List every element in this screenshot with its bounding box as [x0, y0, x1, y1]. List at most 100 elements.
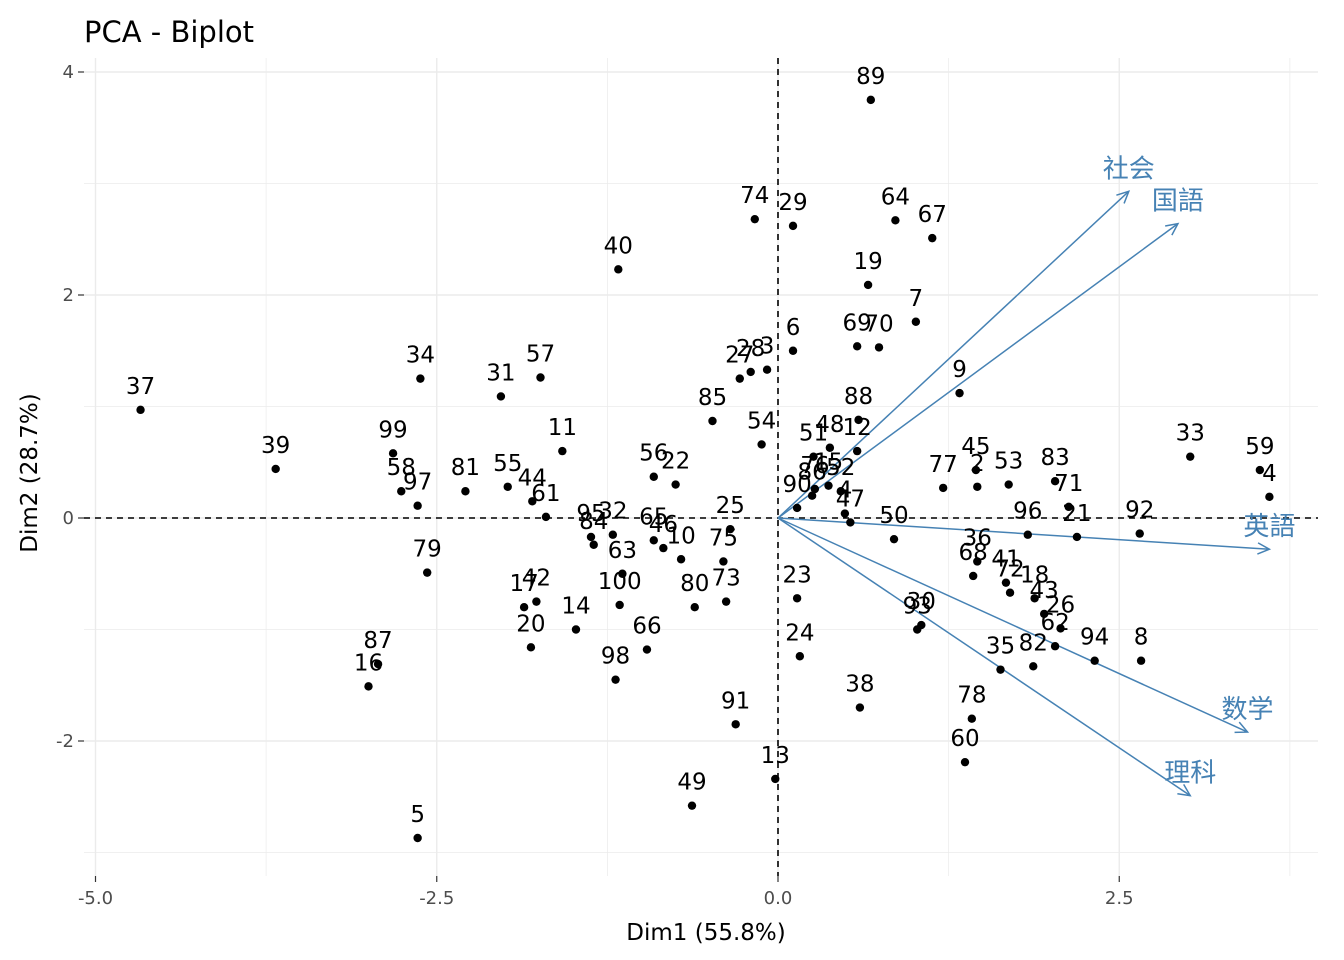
- point-label: 78: [957, 683, 986, 709]
- data-point: [708, 416, 717, 426]
- point-label: 12: [843, 415, 872, 441]
- data-point: [855, 703, 865, 712]
- point-label: 13: [761, 743, 790, 769]
- data-point: [397, 487, 406, 496]
- point-label: 74: [740, 183, 769, 209]
- variable-label: 社会: [1103, 154, 1155, 184]
- data-point: [503, 482, 512, 491]
- point-label: 5: [410, 802, 425, 828]
- point-label: 54: [747, 408, 776, 434]
- data-point: [671, 480, 680, 489]
- data-point: [973, 482, 982, 491]
- data-point: [854, 415, 863, 425]
- x-tick-label: 2.5: [1105, 888, 1134, 909]
- data-point: [676, 555, 686, 564]
- data-point: [1030, 594, 1039, 603]
- data-point: [1090, 656, 1099, 665]
- point-label: 9: [952, 357, 967, 383]
- point-label: 43: [1030, 578, 1059, 604]
- point-label: 53: [994, 449, 1023, 475]
- variable-label: 理科: [1164, 759, 1216, 789]
- point-label: 52: [826, 455, 855, 481]
- variable-arrowhead: [1177, 784, 1192, 797]
- point-label: 56: [639, 441, 668, 467]
- variable-label: 国語: [1152, 187, 1204, 217]
- data-point: [659, 543, 668, 553]
- point-label: 59: [1245, 434, 1274, 460]
- data-point: [996, 665, 1005, 674]
- data-point: [136, 405, 145, 415]
- data-point: [1050, 642, 1060, 651]
- point-label: 32: [598, 499, 627, 525]
- point-label: 58: [387, 455, 416, 481]
- point-label: 51: [799, 421, 828, 447]
- data-point: [824, 481, 833, 490]
- point-label: 81: [451, 455, 480, 481]
- point-label: 83: [1040, 445, 1069, 471]
- variable-arrowhead: [1116, 190, 1131, 204]
- data-point: [416, 374, 425, 383]
- data-point: [928, 233, 937, 243]
- data-point: [364, 682, 373, 691]
- data-point: [571, 625, 581, 634]
- point-label: 90: [782, 472, 811, 498]
- point-label: 30: [907, 589, 936, 615]
- point-label: 82: [1019, 630, 1048, 656]
- data-point: [589, 540, 598, 549]
- data-point: [611, 675, 620, 684]
- data-point: [967, 714, 977, 723]
- point-label: 65: [639, 504, 668, 530]
- point-label: 33: [1176, 421, 1205, 447]
- point-label: 34: [406, 343, 435, 369]
- point-label: 67: [918, 202, 947, 228]
- y-tick-label: -2: [56, 731, 74, 752]
- point-label: 55: [493, 451, 522, 477]
- point-label: 91: [721, 688, 750, 714]
- data-point: [735, 374, 744, 383]
- data-point: [541, 512, 551, 522]
- point-label: 60: [950, 726, 979, 752]
- point-label: 72: [995, 557, 1024, 583]
- data-point: [422, 568, 432, 577]
- point-label: 21: [1062, 501, 1091, 527]
- data-point: [810, 484, 820, 494]
- data-point: [852, 446, 862, 456]
- point-label: 29: [778, 190, 807, 216]
- x-tick-label: -2.5: [419, 888, 454, 909]
- point-label: 2: [970, 451, 985, 477]
- variable-arrowhead: [1257, 542, 1272, 555]
- data-point: [413, 833, 422, 843]
- point-label: 87: [363, 628, 392, 654]
- data-point: [1023, 530, 1032, 539]
- point-label: 88: [844, 384, 873, 410]
- data-point: [536, 373, 545, 382]
- data-point: [825, 443, 835, 452]
- data-point: [807, 491, 817, 500]
- variable-arrow: [777, 517, 1270, 550]
- point-label: 84: [579, 509, 608, 535]
- data-point: [526, 643, 536, 652]
- variable-arrow: [777, 190, 1130, 519]
- data-point: [1186, 452, 1195, 461]
- data-point: [911, 317, 921, 326]
- point-label: 19: [853, 249, 882, 275]
- data-point: [558, 446, 567, 456]
- point-label: 97: [403, 470, 432, 496]
- point-label: 20: [516, 611, 545, 637]
- data-point: [795, 652, 805, 661]
- data-point: [874, 343, 884, 352]
- y-tick-label: 2: [63, 285, 74, 306]
- point-label: 94: [1080, 625, 1109, 651]
- data-point: [615, 600, 624, 610]
- point-label: 71: [1054, 471, 1083, 497]
- data-point: [866, 95, 876, 105]
- data-point: [1072, 532, 1082, 542]
- point-label: 25: [716, 493, 745, 519]
- point-label: 6: [786, 315, 801, 341]
- data-point: [973, 557, 982, 566]
- data-point: [388, 449, 398, 458]
- data-point: [618, 569, 627, 578]
